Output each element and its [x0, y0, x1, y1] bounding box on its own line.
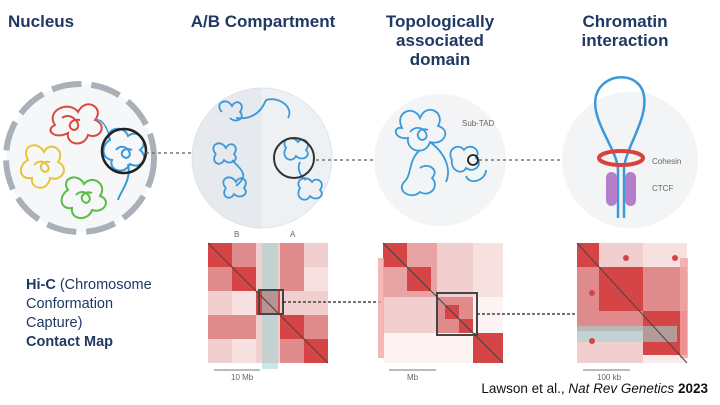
- ctcf-right: [625, 172, 636, 206]
- hic-description: Hi-C (Chromosome Conformation Capture) C…: [26, 276, 206, 352]
- tad-zoom-circle: [467, 154, 479, 166]
- ctcf-left: [606, 172, 617, 206]
- scale-100kb: 100 kb: [597, 373, 622, 382]
- cyan-band: [262, 243, 278, 369]
- citation-authors: Lawson et al.,: [481, 381, 569, 396]
- contact-map-1: 10 Mb: [207, 242, 329, 382]
- citation: Lawson et al., Nat Rev Genetics 2023: [481, 381, 708, 396]
- title-tad-line-2: associated: [396, 31, 484, 50]
- interaction-background: [562, 92, 698, 228]
- contact-map-label: Contact Map: [26, 334, 113, 350]
- title-nucleus: Nucleus: [8, 12, 108, 31]
- cohesin-ring: [597, 149, 645, 167]
- label-compartment-a: A: [290, 230, 296, 239]
- chromatin-compartment: [212, 98, 291, 199]
- title-ci-line-1: Chromatin: [582, 12, 668, 31]
- hic-line-3: Capture): [26, 315, 83, 331]
- label-compartment-b: B: [234, 230, 239, 239]
- scale-mb: Mb: [407, 373, 419, 382]
- title-tad: Topologically associated domain: [370, 12, 510, 69]
- chromosome-green: [60, 176, 107, 219]
- chromosome-yellow: [20, 144, 65, 189]
- chromatin-tad: [394, 108, 487, 197]
- citation-journal: Nat Rev Genetics: [568, 381, 675, 396]
- title-nucleus-line: Nucleus: [8, 12, 75, 31]
- scale-10mb: 10 Mb: [231, 373, 254, 382]
- title-chromatin-interaction: Chromatin interaction: [565, 12, 685, 50]
- cyan-band-h: [577, 326, 677, 342]
- ab-compartment-illustration: B A: [191, 87, 333, 239]
- title-ci-line-2: interaction: [581, 31, 669, 50]
- contact-map-3: 100 kb: [576, 242, 688, 382]
- contact-map-2: Mb: [378, 242, 504, 382]
- chromosome-red: [49, 103, 103, 145]
- hic-line-1: Hi-C (Chromosome: [26, 276, 206, 295]
- nuclear-envelope: [3, 81, 157, 235]
- hic-line-2: Conformation: [26, 296, 114, 312]
- chromatin-interaction-illustration: Cohesin CTCF: [562, 76, 698, 228]
- title-ab-compartment: A/B Compartment: [178, 12, 348, 31]
- compartment-zoom-circle: [273, 137, 315, 179]
- title-tad-line-3: domain: [409, 50, 471, 69]
- hic-bold: Hi-C: [26, 277, 56, 293]
- label-ctcf: CTCF: [652, 184, 673, 193]
- hic-rest: (Chromosome: [55, 277, 152, 293]
- nucleus-zoom-circle: [100, 127, 148, 175]
- label-cohesin: Cohesin: [652, 157, 681, 166]
- title-ab-line: A/B Compartment: [190, 12, 336, 31]
- tad-background: [374, 94, 506, 226]
- label-sub-tad: Sub-TAD: [462, 119, 495, 128]
- title-tad-line-1: Topologically: [385, 12, 495, 31]
- hic-line-4: Contact Map: [26, 333, 206, 352]
- nucleus-illustration: [3, 81, 157, 235]
- chromatin-loop: [593, 76, 646, 218]
- tad-illustration: Sub-TAD: [374, 94, 506, 226]
- citation-year: 2023: [677, 381, 708, 396]
